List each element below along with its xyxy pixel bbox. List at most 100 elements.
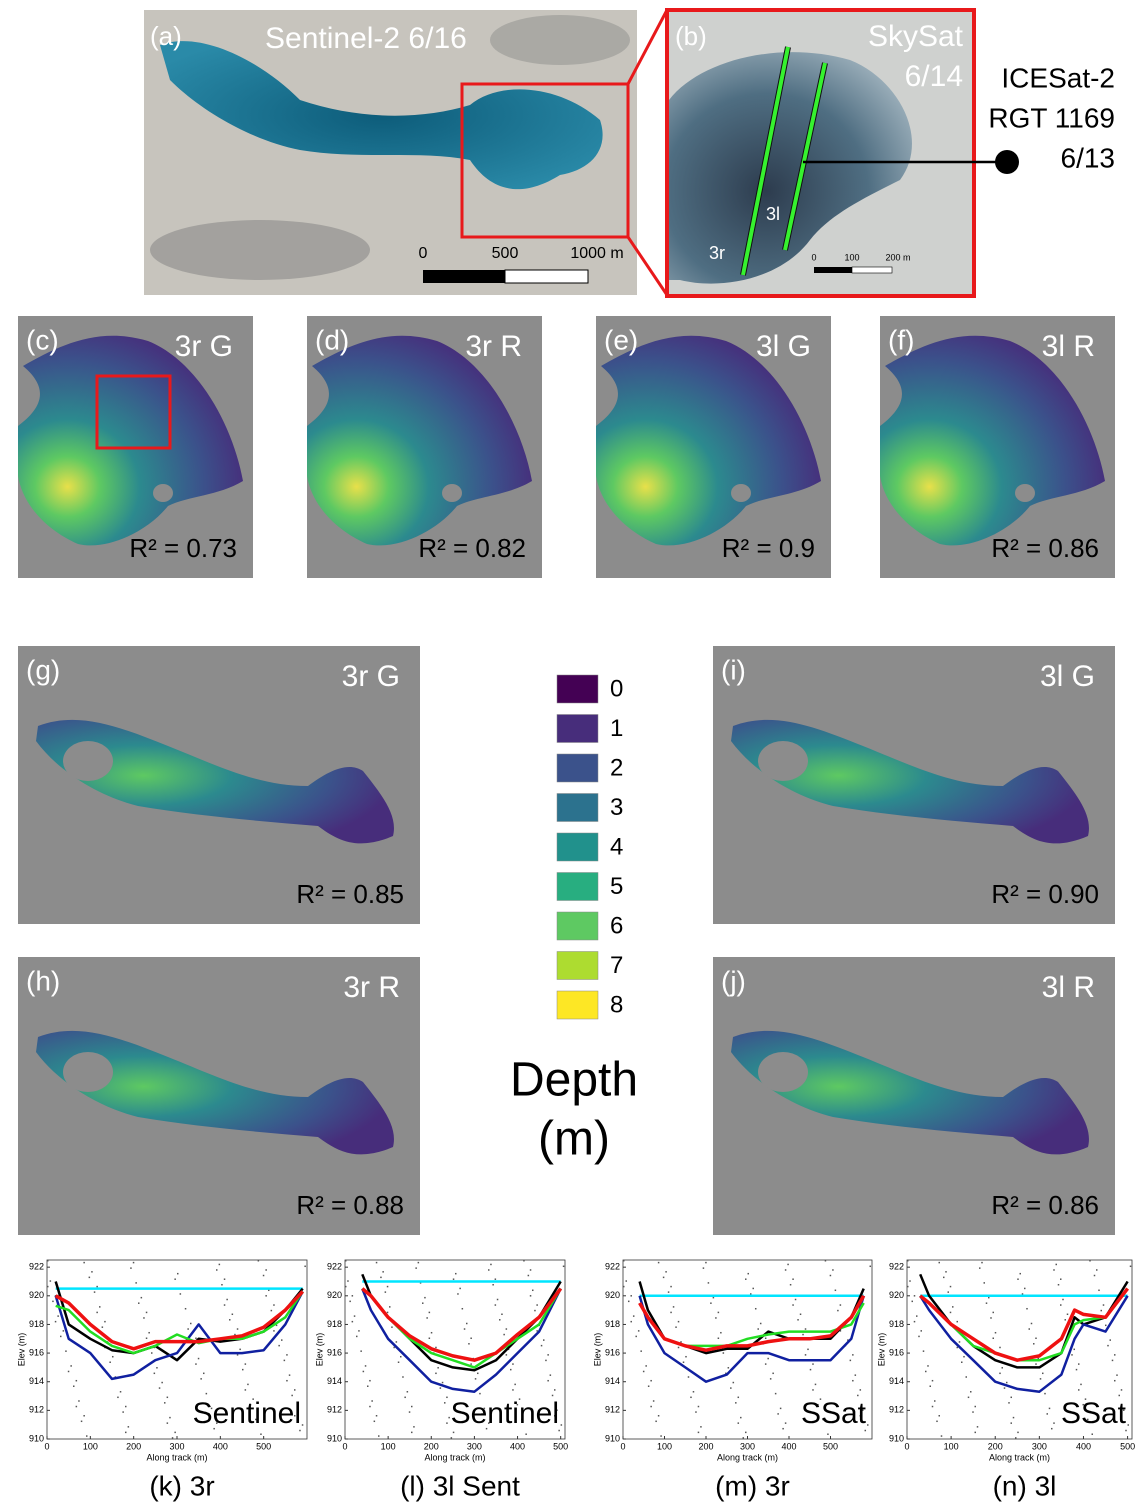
elevation-line xyxy=(54,1290,304,1381)
elevation-line xyxy=(638,1295,865,1383)
photon-texture xyxy=(690,1396,692,1399)
x-tick-label: 100 xyxy=(83,1441,98,1451)
photon-texture xyxy=(824,1260,827,1262)
scale-label: 1000 m xyxy=(570,245,623,262)
photon-texture xyxy=(391,1326,393,1328)
photon-texture xyxy=(913,1295,916,1297)
photon-texture xyxy=(697,1405,700,1408)
photon-texture xyxy=(849,1359,852,1362)
photon-texture xyxy=(715,1317,717,1319)
photon-texture xyxy=(983,1282,985,1284)
photon-texture xyxy=(521,1418,523,1421)
photon-texture xyxy=(369,1379,371,1382)
photon-texture xyxy=(720,1331,722,1334)
photon-texture xyxy=(1057,1283,1060,1286)
depth-map: (e) 3l G R² = 0.9 xyxy=(596,316,831,578)
x-tick-label: 0 xyxy=(44,1441,49,1451)
photon-texture xyxy=(505,1328,508,1330)
photon-texture xyxy=(730,1387,732,1389)
x-axis-label: Along track (m) xyxy=(989,1452,1050,1462)
photon-texture xyxy=(1001,1367,1003,1369)
photon-texture xyxy=(702,1267,705,1269)
photon-texture xyxy=(483,1407,486,1410)
panel-title: Sentinel-2 6/16 xyxy=(265,22,467,55)
photon-texture xyxy=(859,1389,862,1391)
photon-texture xyxy=(195,1337,197,1340)
map-name: 3r R xyxy=(343,971,400,1004)
photon-texture xyxy=(1114,1379,1116,1382)
photon-texture xyxy=(961,1361,963,1363)
photon-texture xyxy=(516,1403,519,1406)
photon-texture xyxy=(647,1385,650,1387)
photon-texture xyxy=(554,1415,556,1417)
photon-texture xyxy=(112,1355,114,1358)
legend-swatch xyxy=(556,674,599,704)
photon-texture xyxy=(49,1280,52,1282)
photon-texture xyxy=(749,1293,752,1295)
photon-texture xyxy=(839,1330,842,1332)
photon-texture xyxy=(457,1293,459,1295)
photon-texture xyxy=(972,1411,974,1413)
photon-texture xyxy=(166,1396,169,1399)
x-tick-label: 200 xyxy=(424,1441,439,1451)
photon-texture xyxy=(386,1285,389,1288)
photon-texture xyxy=(769,1378,772,1380)
photon-texture xyxy=(375,1261,378,1264)
photon-texture xyxy=(83,1415,85,1417)
r-squared: R² = 0.90 xyxy=(991,879,1099,909)
photon-texture xyxy=(164,1402,166,1404)
texture xyxy=(490,15,630,65)
elevation-line xyxy=(361,1288,562,1393)
photon-texture xyxy=(1048,1407,1051,1410)
photon-texture xyxy=(864,1429,867,1432)
photon-texture xyxy=(1062,1298,1064,1301)
photon-texture xyxy=(205,1392,208,1395)
photon-texture xyxy=(286,1354,288,1356)
photon-texture xyxy=(494,1304,497,1306)
photon-texture xyxy=(940,1435,943,1437)
panel-b xyxy=(665,8,1019,298)
map-name: 3l G xyxy=(756,330,811,363)
lake-depth xyxy=(731,1030,1089,1155)
photon-texture xyxy=(797,1319,799,1321)
scale-bar xyxy=(851,266,893,274)
photon-texture xyxy=(135,1282,137,1284)
photon-texture xyxy=(1039,1378,1042,1380)
legend-label: 6 xyxy=(610,912,623,939)
chart-caption: (n) 3l xyxy=(993,1470,1057,1501)
photon-texture xyxy=(662,1276,665,1279)
photon-texture xyxy=(353,1315,356,1317)
chart-caption: (m) 3r xyxy=(715,1470,790,1501)
photon-texture xyxy=(1012,1416,1015,1419)
photon-texture xyxy=(685,1355,687,1358)
photon-texture xyxy=(774,1392,777,1395)
photon-texture xyxy=(764,1363,767,1365)
photon-texture xyxy=(854,1374,857,1376)
photon-texture xyxy=(140,1296,143,1299)
photon-texture xyxy=(190,1322,192,1325)
photon-texture xyxy=(463,1328,466,1330)
photon-texture xyxy=(1035,1337,1037,1340)
photon-texture xyxy=(547,1379,549,1382)
photon-texture xyxy=(294,1415,296,1417)
photon-texture xyxy=(349,1300,351,1303)
photon-texture xyxy=(945,1271,947,1273)
y-tick-label: 920 xyxy=(605,1290,620,1300)
photon-texture xyxy=(547,1354,549,1356)
map-label: (g) xyxy=(26,654,60,685)
photon-texture xyxy=(125,1431,127,1434)
photon-texture xyxy=(78,1400,80,1402)
elevation-line xyxy=(919,1295,1129,1393)
x-tick-label: 300 xyxy=(169,1441,184,1451)
photon-texture xyxy=(625,1280,627,1282)
photon-texture xyxy=(1055,1263,1057,1266)
legend-label: 5 xyxy=(610,873,623,900)
photon-texture xyxy=(1087,1418,1089,1421)
photon-texture xyxy=(408,1411,411,1413)
photon-texture xyxy=(1105,1324,1107,1327)
scale-bar xyxy=(423,270,505,283)
photon-texture xyxy=(869,1265,872,1268)
legend-label: 3 xyxy=(610,794,623,821)
photon-texture xyxy=(503,1333,505,1336)
photon-texture xyxy=(540,1344,543,1347)
